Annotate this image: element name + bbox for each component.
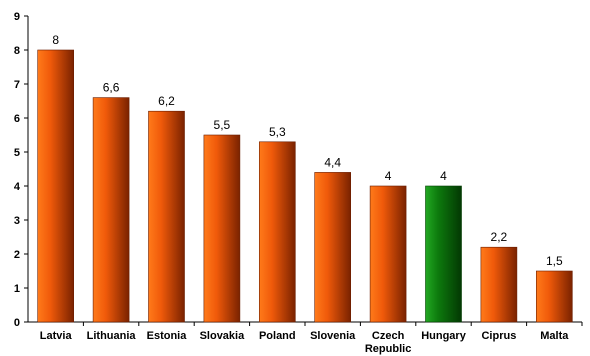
data-label: 4	[385, 169, 392, 183]
bars	[37, 49, 573, 323]
y-tick-label: 6	[14, 113, 20, 125]
y-tick-label: 9	[14, 11, 20, 23]
y-tick-label: 0	[14, 317, 20, 329]
bar-slovakia	[203, 134, 241, 323]
data-label: 8	[52, 33, 59, 47]
labels: 8 Latvia 6,6 Lithuania 6,2 Estonia 5,5 Slovakia…	[40, 33, 569, 355]
x-tick-label: Slovenia	[310, 330, 356, 342]
bar-latvia	[37, 49, 75, 323]
x-tick-label: Slovakia	[200, 330, 246, 342]
data-label: 1,5	[546, 254, 563, 268]
x-tick-label: Estonia	[147, 330, 188, 342]
x-tick-label: Poland	[259, 330, 296, 342]
data-label: 5,3	[269, 125, 286, 139]
x-tick-label: Hungary	[421, 330, 467, 342]
x-tick-label: Lithuania	[87, 330, 137, 342]
x-tick-label: Malta	[540, 330, 569, 342]
bar-lithuania	[92, 97, 130, 323]
data-label: 4	[440, 169, 447, 183]
bar-hungary	[425, 185, 462, 323]
bar-malta	[535, 270, 573, 323]
data-label: 6,6	[103, 81, 120, 95]
y-tick-label: 5	[14, 147, 20, 159]
y-tick-label: 8	[14, 45, 20, 57]
x-tick-label: Czech Republic	[365, 330, 411, 355]
data-label: 2,2	[491, 230, 508, 244]
bar-estonia	[148, 110, 185, 323]
y-tick-label: 2	[14, 249, 20, 261]
data-label: 6,2	[158, 94, 175, 108]
x-tick-label: Latvia	[40, 330, 73, 342]
data-label: 5,5	[214, 118, 231, 132]
bar-slovenia	[314, 172, 352, 323]
y-tick-label: 1	[14, 283, 20, 295]
x-tick-label: Ciprus	[481, 330, 516, 342]
y-tick-label: 7	[14, 79, 20, 91]
bar-poland	[258, 141, 296, 323]
bar-ciprus	[480, 246, 518, 323]
bar-czech-republic	[369, 185, 407, 323]
y-tick-label: 4	[14, 181, 21, 193]
y-tick-label: 3	[14, 215, 20, 227]
data-label: 4,4	[324, 155, 341, 169]
